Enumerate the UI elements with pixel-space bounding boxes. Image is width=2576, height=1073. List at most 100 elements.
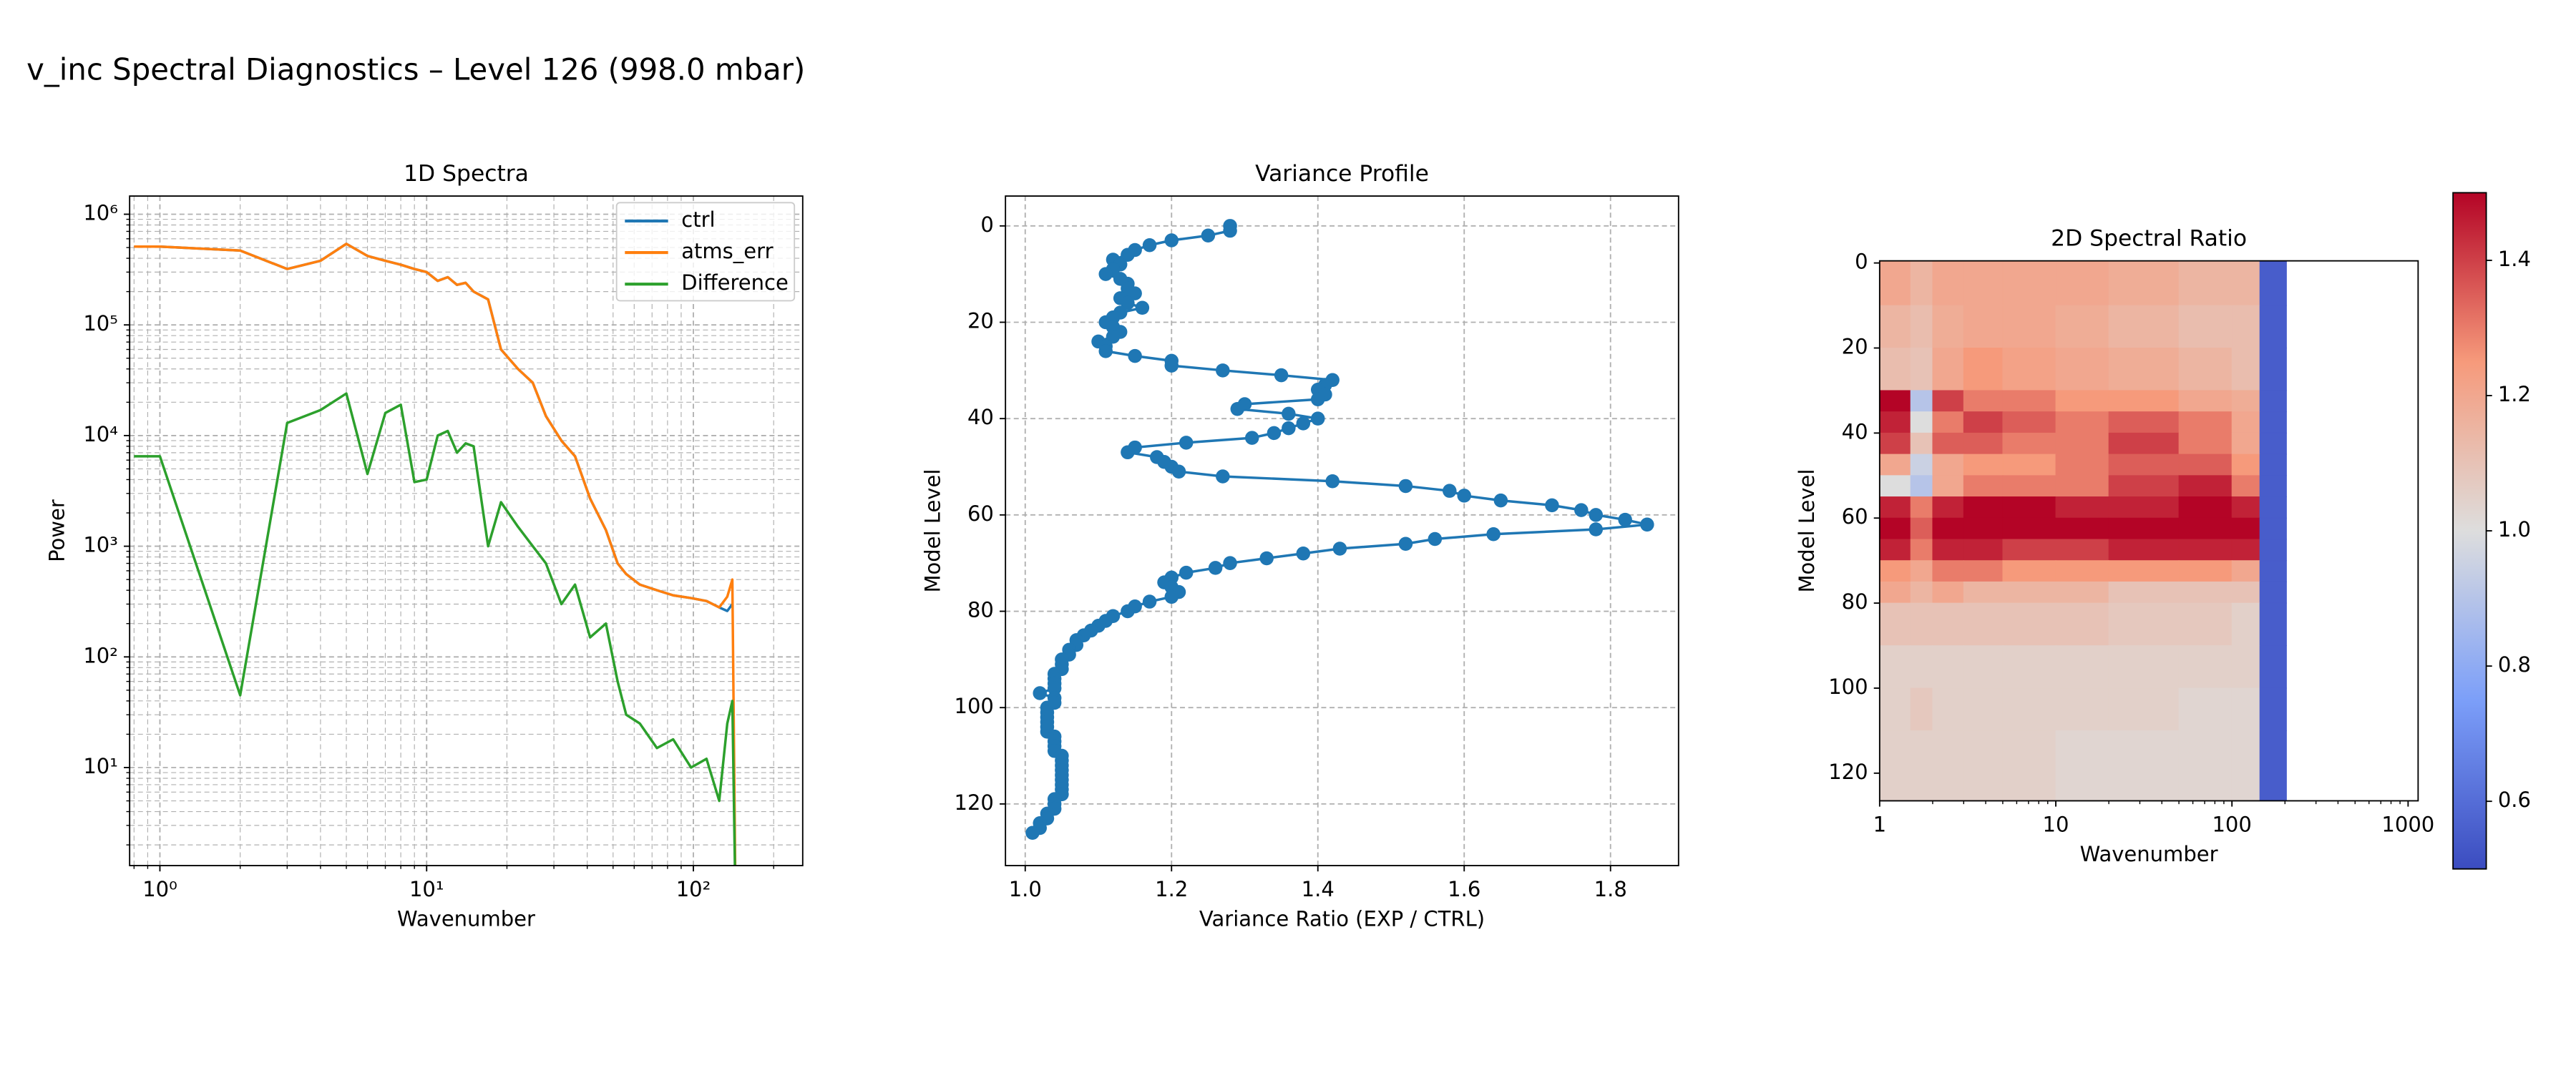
heatmap-cell <box>2002 539 2057 562</box>
heatmap-cell <box>2259 475 2287 497</box>
heatmap-cell <box>2231 581 2260 604</box>
heatmap-cell <box>1932 539 1964 562</box>
heatmap-cell <box>2178 432 2233 455</box>
y-tick-label: 80 <box>1842 589 1868 614</box>
y-tick-label: 10⁴ <box>83 422 118 446</box>
heatmap-cell <box>2178 475 2233 497</box>
data-point <box>1486 527 1501 542</box>
heatmap-cell <box>2231 539 2260 562</box>
heatmap-cell <box>2055 260 2109 306</box>
heatmap-cell <box>2231 475 2260 497</box>
heatmap-cell <box>1963 687 2004 731</box>
heatmap-cell <box>1932 411 1964 433</box>
heatmap-cell <box>2178 411 2233 433</box>
heatmap-cell <box>2231 687 2260 731</box>
heatmap-cell <box>1910 730 1933 801</box>
legend-label: atms_err <box>681 239 773 263</box>
heatmap-cell <box>2108 517 2180 540</box>
heatmap-cell <box>1910 602 1933 647</box>
heatmap-cell <box>1910 645 1933 689</box>
heatmap-cell <box>1879 305 1911 348</box>
heatmap-cell <box>2002 260 2057 306</box>
heatmap-cell <box>1910 411 1933 433</box>
heatmap-cell <box>1932 496 1964 519</box>
heatmap-cell <box>2055 496 2109 519</box>
heatmap-cell <box>1963 454 2004 476</box>
heatmap-cell <box>1879 496 1911 519</box>
heatmap-cell <box>2259 454 2287 476</box>
heatmap-cell <box>2002 560 2057 582</box>
heatmap-cell <box>1932 348 1964 391</box>
heatmap-cell <box>2108 581 2180 604</box>
data-point <box>1267 426 1282 441</box>
data-point <box>1098 267 1113 281</box>
y-tick-label: 80 <box>967 598 994 622</box>
legend-box <box>615 202 796 302</box>
heatmap-cell <box>2231 496 2260 519</box>
heatmap-cell <box>2259 305 2287 348</box>
grid <box>1005 196 1679 866</box>
heatmap-cell <box>2178 348 2233 391</box>
heatmap-cell <box>1879 539 1911 562</box>
heatmap-cell <box>2055 687 2109 731</box>
heatmap-cell <box>1932 602 1964 647</box>
heatmap-cell <box>2178 539 2233 562</box>
y-tick-label: 10² <box>83 643 118 667</box>
heatmap-cell <box>2108 687 2180 731</box>
heatmap-cell <box>1910 454 1933 476</box>
x-tick-label: 1.2 <box>1155 877 1188 901</box>
data-point <box>1179 436 1194 450</box>
heatmap-cell <box>2259 496 2287 519</box>
heatmap-cell <box>1963 260 2004 306</box>
heatmap-cell <box>2055 411 2109 433</box>
x-axis-label: Wavenumber <box>397 907 535 931</box>
heatmap-cell <box>1879 390 1911 413</box>
heatmap-cell <box>2259 390 2287 413</box>
heatmap-cell <box>2055 348 2109 391</box>
x-tick-label: 10² <box>676 877 711 901</box>
heatmap-cell <box>1963 348 2004 391</box>
heatmap-cell <box>1932 581 1964 604</box>
x-axis-label: Wavenumber <box>2080 842 2218 866</box>
heatmap-cell <box>2178 687 2233 731</box>
heatmap-cell <box>1879 348 1911 391</box>
data-point <box>1493 493 1508 508</box>
heatmap-cell <box>2231 560 2260 582</box>
data-point <box>1025 825 1040 841</box>
heatmap-cell <box>1963 517 2004 540</box>
y-axis-label: Power <box>44 499 69 562</box>
heatmap-cell <box>2002 432 2057 455</box>
data-point <box>1223 556 1237 570</box>
heatmap-cell <box>2002 496 2057 519</box>
heatmap-cell <box>2259 539 2287 562</box>
data-point <box>1164 589 1179 604</box>
heatmap-cell <box>2231 517 2260 540</box>
data-point <box>1128 286 1142 300</box>
heatmap-cell <box>2231 390 2260 413</box>
heatmap-cell <box>2178 602 2233 647</box>
heatmap-cell <box>1879 411 1911 433</box>
heatmap-cell <box>2002 517 2057 540</box>
heatmap-cell <box>2259 411 2287 433</box>
heatmap-cell <box>1910 581 1933 604</box>
data-point <box>1428 531 1443 547</box>
y-tick-label: 40 <box>967 405 994 429</box>
heatmap-cell <box>1910 260 1933 306</box>
heatmap-cell <box>1963 305 2004 348</box>
data-point <box>1208 561 1223 575</box>
heatmap-cell <box>2178 260 2233 306</box>
heatmap-cell <box>2108 475 2180 497</box>
heatmap-cell <box>2178 390 2233 413</box>
x-axis-label: Variance Ratio (EXP / CTRL) <box>1199 907 1485 931</box>
heatmap-cell <box>2231 454 2260 476</box>
heatmap-cell <box>2259 645 2287 689</box>
y-tick-label: 0 <box>1855 250 1868 274</box>
heatmap-cell <box>2259 730 2287 801</box>
heatmap-cell <box>1879 475 1911 497</box>
heatmap-cell <box>1932 687 1964 731</box>
heatmap-cell <box>2002 411 2057 433</box>
heatmap-cell <box>1963 560 2004 582</box>
heatmap-cell <box>2231 411 2260 433</box>
heatmap-cell <box>2108 390 2180 413</box>
heatmap-cell <box>1879 432 1911 455</box>
